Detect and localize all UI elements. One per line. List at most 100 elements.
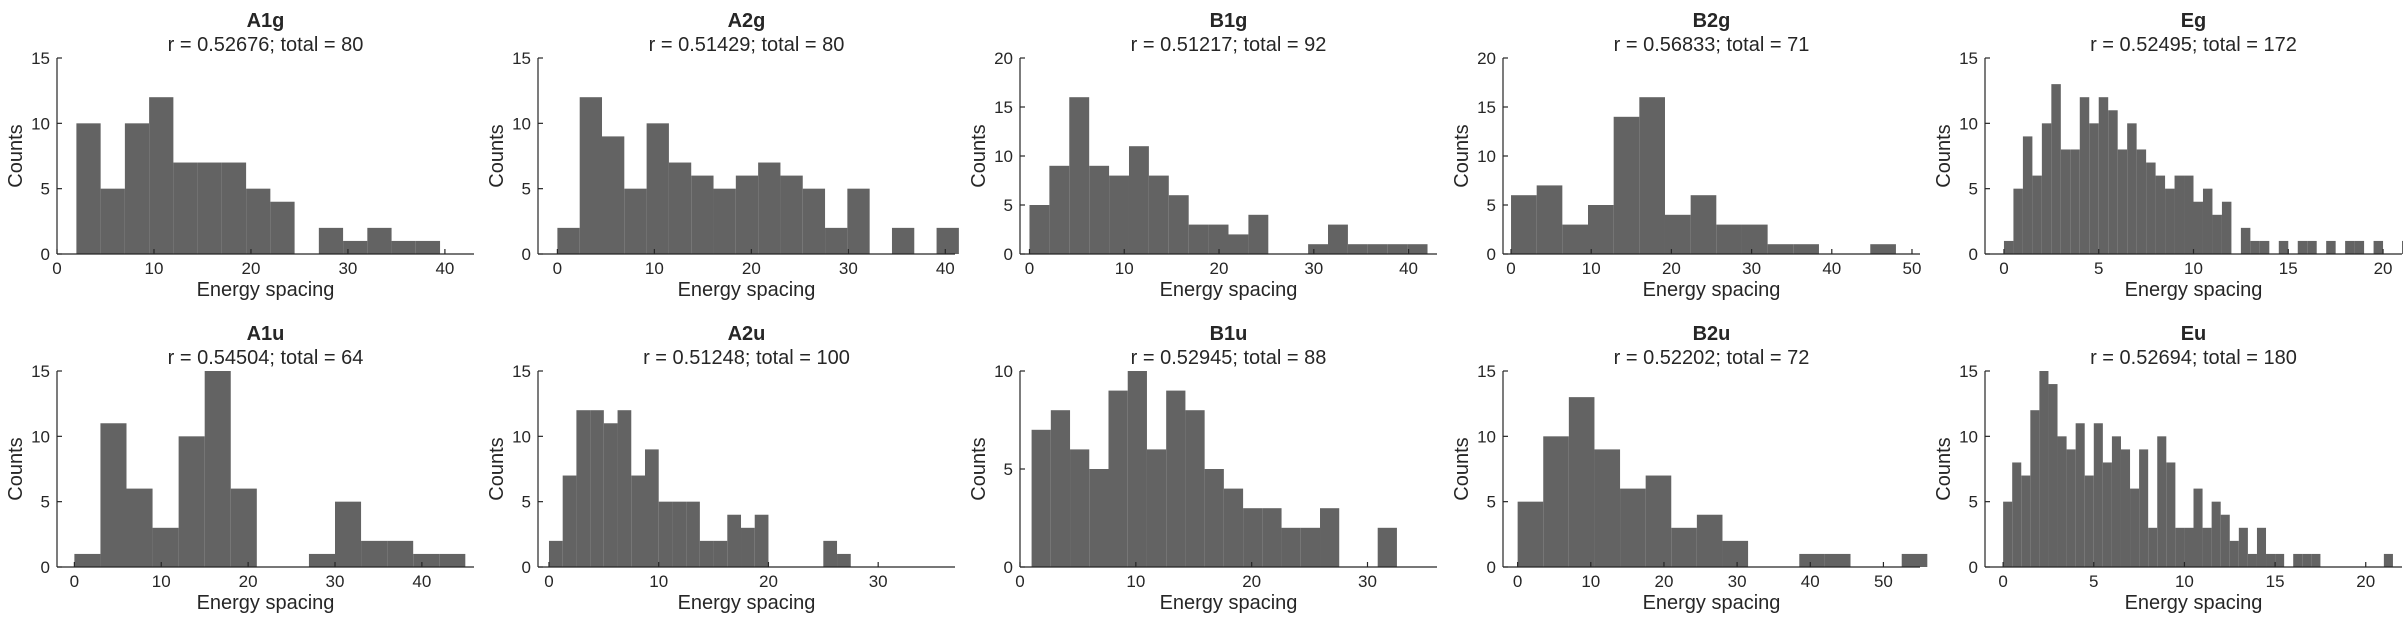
histogram-bar [1188, 224, 1209, 254]
histogram-bar [1671, 527, 1697, 567]
y-tick-label: 5 [1004, 196, 1013, 215]
histogram-bar [1109, 175, 1129, 254]
histogram-bar [1517, 501, 1544, 567]
y-axis-label: Counts [1451, 124, 1473, 187]
histogram-bar [936, 227, 959, 254]
histogram-bar [624, 188, 647, 254]
x-tick-label: 40 [412, 572, 431, 591]
histogram-bar [1070, 449, 1090, 567]
histogram-bar [672, 501, 687, 567]
x-tick-label: 0 [1015, 572, 1024, 591]
histogram-bar [2184, 175, 2194, 254]
histogram-bar [2193, 488, 2203, 567]
x-tick-label: 0 [544, 572, 553, 591]
histogram-bar [1031, 429, 1051, 567]
histogram-bar [1089, 165, 1110, 254]
histogram-bar [1168, 195, 1189, 254]
x-tick-label: 40 [1399, 259, 1418, 278]
y-tick-label: 0 [522, 245, 531, 264]
histogram-bar [308, 553, 335, 567]
histogram-bar [2221, 201, 2232, 254]
histogram-bar [2373, 240, 2384, 254]
histogram-bar [2136, 149, 2147, 254]
histogram-bar [603, 423, 618, 567]
x-tick-label: 30 [839, 259, 858, 278]
histogram-bar [2293, 553, 2303, 567]
histogram-bar [2175, 527, 2185, 567]
histogram-bar [173, 162, 198, 254]
histogram-bar [1543, 436, 1569, 567]
histogram-bar [741, 527, 755, 567]
subplot-subtitle: r = 0.52945; total = 88 [1131, 347, 1327, 369]
subplot-subtitle: r = 0.56833; total = 71 [1614, 34, 1810, 56]
x-tick-label: 40 [936, 259, 955, 278]
y-tick-label: 10 [1477, 427, 1496, 446]
histogram-bar [2120, 449, 2131, 567]
subplot-eu: 0 5 10 15 20 0 5 10 15 Eur = 0.52694; total = 180… [1933, 323, 2402, 614]
histogram-bar [100, 188, 125, 254]
y-tick-label: 5 [522, 180, 531, 199]
y-axis-label: Counts [968, 124, 990, 187]
histogram-bar [1089, 469, 1109, 567]
x-axis-label: Energy spacing [678, 279, 816, 301]
histogram-bar [74, 553, 101, 567]
subplot-title: B1g [1210, 10, 1248, 32]
histogram-bar [2202, 188, 2213, 254]
histogram-bar [2051, 84, 2061, 254]
x-tick-label: 30 [338, 259, 357, 278]
histogram-bar [2117, 149, 2128, 254]
x-tick-label: 0 [1999, 259, 2008, 278]
histogram-bar [2247, 553, 2257, 567]
histogram-bar [204, 371, 231, 567]
histogram-bar [617, 410, 632, 567]
histogram-bar [1029, 205, 1050, 254]
y-tick-label: 15 [1477, 98, 1496, 117]
histogram-bar [2003, 501, 2013, 567]
histogram-bar [2311, 553, 2321, 567]
x-tick-label: 40 [1801, 572, 1820, 591]
histogram-bar [1799, 553, 1825, 567]
histogram-bar [713, 188, 736, 254]
y-tick-label: 10 [1477, 147, 1496, 166]
histogram-bar [1166, 390, 1186, 567]
x-tick-label: 10 [2175, 572, 2194, 591]
x-axis-label: Energy spacing [678, 592, 816, 614]
histogram-bar [335, 501, 362, 567]
histogram-bar [631, 475, 645, 567]
x-tick-label: 10 [1115, 259, 1134, 278]
y-axis-label: Counts [486, 124, 508, 187]
histogram-bar [2155, 175, 2166, 254]
x-tick-label: 20 [1654, 572, 1673, 591]
y-tick-label: 10 [994, 147, 1013, 166]
histogram-bar [644, 449, 659, 567]
histogram-bar [1281, 527, 1301, 567]
histogram-bar [343, 240, 368, 254]
x-axis-label: Energy spacing [197, 592, 335, 614]
x-tick-label: 0 [1025, 259, 1034, 278]
y-tick-label: 0 [1969, 245, 1978, 264]
histogram-bar [1146, 449, 1167, 567]
histogram-bar [2079, 97, 2090, 254]
histogram-bar [2075, 423, 2085, 567]
x-tick-label: 10 [649, 572, 668, 591]
y-tick-label: 10 [31, 427, 50, 446]
x-tick-label: 15 [2266, 572, 2285, 591]
y-tick-label: 10 [1959, 114, 1978, 133]
histogram-bar [178, 436, 205, 567]
y-tick-label: 15 [31, 362, 50, 381]
histogram-bar [1716, 224, 1742, 254]
histogram-bar [602, 136, 625, 254]
histogram-bar [2211, 501, 2221, 567]
y-tick-label: 10 [31, 114, 50, 133]
histogram-bar [2354, 240, 2365, 254]
histogram-bar [1367, 244, 1388, 254]
histogram-bar [367, 227, 392, 254]
histogram-bar [562, 475, 577, 567]
histogram-bar [439, 553, 466, 567]
histogram-bar [1645, 475, 1672, 567]
histogram-bar [1793, 244, 1819, 254]
histogram-bar [413, 553, 440, 567]
